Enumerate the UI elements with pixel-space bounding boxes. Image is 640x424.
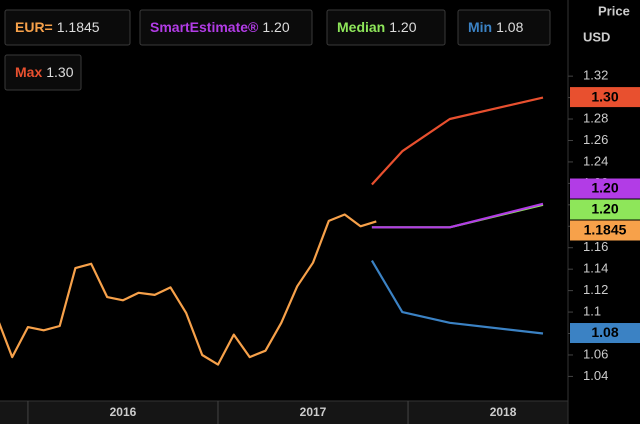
legend-value: 1.30 [46, 64, 73, 80]
x-tick-label: 2016 [110, 405, 137, 419]
legend-box [4, 9, 131, 46]
legend-name: Median [337, 19, 385, 35]
x-tick-label: 2018 [490, 405, 517, 419]
value-badge [570, 199, 640, 220]
y-axis-unit: USD [583, 29, 610, 44]
legend-text: Min 1.08 [468, 19, 524, 35]
x-axis-band [0, 401, 568, 424]
y-tick-label: 1.16 [583, 239, 608, 254]
value-badge-label: 1.20 [591, 201, 618, 217]
series-line [0, 213, 377, 366]
legend-item: Min 1.08 [457, 9, 551, 46]
series-line [371, 96, 544, 186]
legend-box [326, 9, 446, 46]
y-tick-label: 1.04 [583, 368, 608, 383]
legend-name: EUR= [15, 19, 53, 35]
series-line [371, 202, 544, 229]
y-tick-label: 1.12 [583, 282, 608, 297]
legend-text: Max 1.30 [15, 64, 74, 80]
value-badge [570, 220, 640, 241]
y-tick-label: 1.1 [583, 304, 601, 319]
legend-item: Median 1.20 [326, 9, 446, 46]
y-tick-label: 1.26 [583, 132, 608, 147]
value-badge-label: 1.08 [591, 324, 618, 340]
y-tick-label: 1.28 [583, 110, 608, 125]
y-tick-label: 1.14 [583, 261, 608, 276]
value-badge-label: 1.30 [591, 88, 618, 104]
value-badge [570, 87, 640, 108]
legend-text: SmartEstimate® 1.20 [150, 19, 290, 35]
legend-box [4, 54, 82, 91]
value-badge [570, 323, 640, 344]
legend-item: Max 1.30 [4, 54, 82, 91]
legend-value: 1.1845 [57, 19, 100, 35]
series-line [370, 260, 544, 335]
legend-box [139, 9, 313, 46]
y-axis-label: Price [598, 3, 630, 18]
y-tick-label: 1.24 [583, 153, 608, 168]
legend-text: Median 1.20 [337, 19, 417, 35]
legend-box [457, 9, 551, 46]
value-badge [570, 178, 640, 199]
y-tick-label: 1.32 [583, 68, 608, 83]
x-tick-label: 2017 [300, 405, 327, 419]
value-badge-label: 1.1845 [584, 222, 627, 238]
legend-name: Max [15, 64, 42, 80]
y-tick-label: 1.06 [583, 346, 608, 361]
legend-name: SmartEstimate® [150, 19, 259, 35]
value-badge-label: 1.20 [591, 180, 618, 196]
legend-value: 1.20 [389, 19, 416, 35]
legend-item: SmartEstimate® 1.20 [139, 9, 313, 46]
legend-text: EUR= 1.1845 [15, 19, 100, 35]
legend-value: 1.08 [496, 19, 523, 35]
legend-value: 1.20 [262, 19, 289, 35]
legend-item: EUR= 1.1845 [4, 9, 131, 46]
legend-name: Min [468, 19, 492, 35]
